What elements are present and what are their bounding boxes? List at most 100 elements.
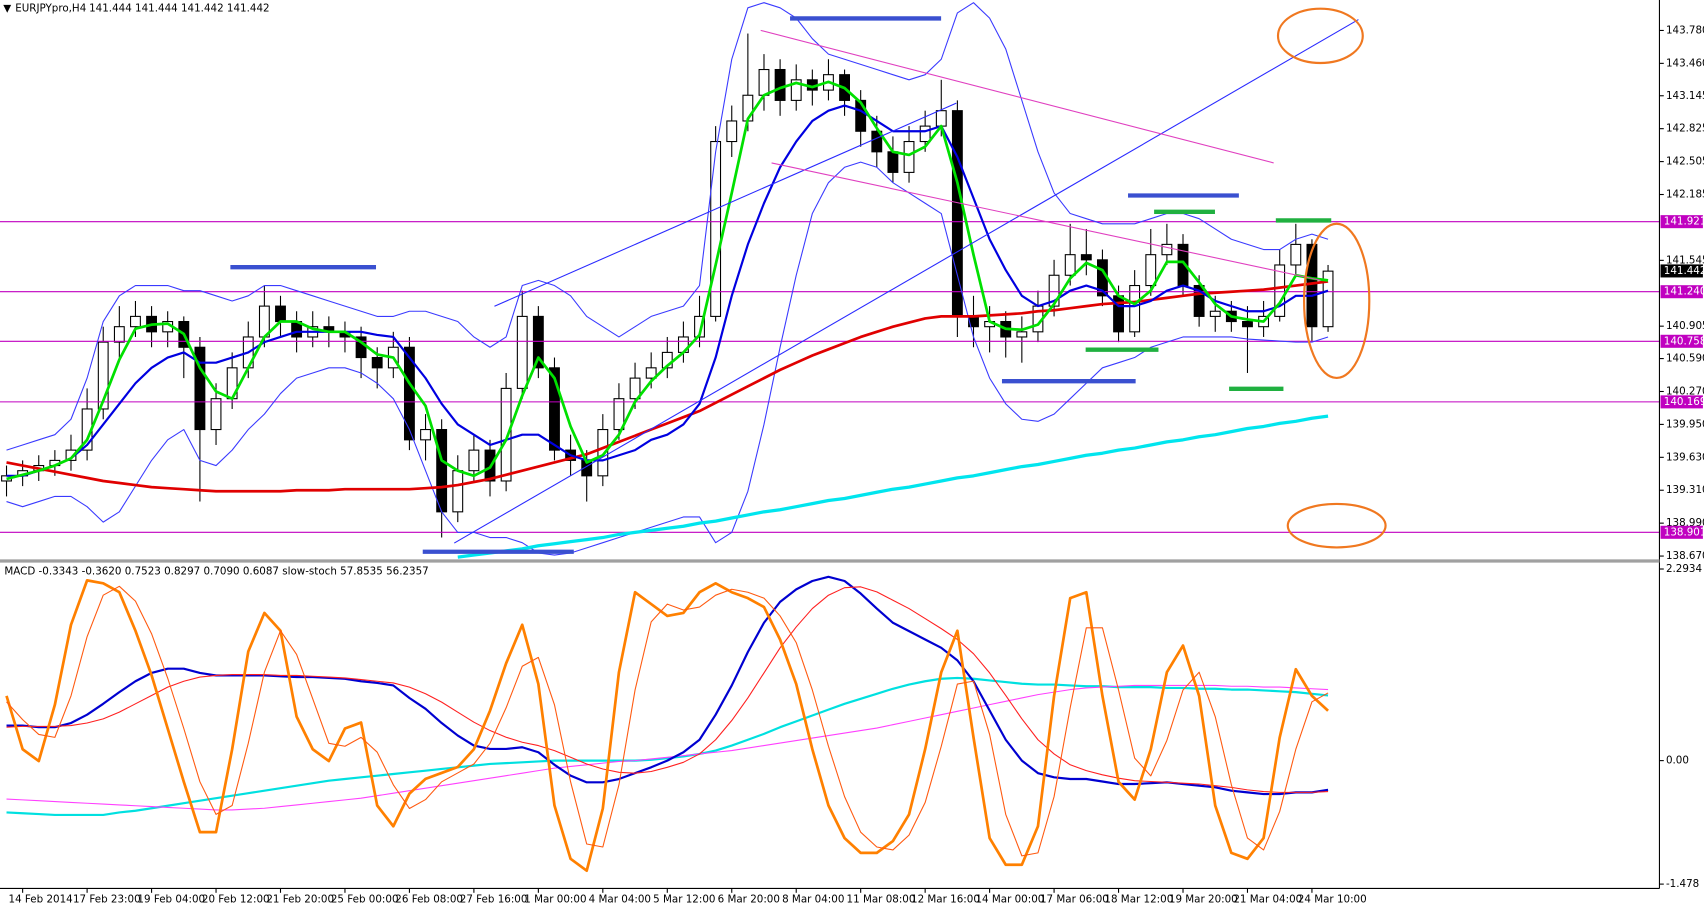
candle-body [597, 429, 609, 477]
candle-body [887, 151, 899, 173]
axes: 143.780 143.460 143.145 142.825 142.505 142.1… [9, 24, 1704, 905]
level-label: 141.240 [1664, 286, 1704, 298]
y-tick-label: 139.310 [1666, 484, 1704, 496]
candle-body [1209, 310, 1221, 317]
x-tick-label: 14 Mar 00:00 [975, 893, 1044, 905]
x-tick-label: 1 Mar 00:00 [524, 893, 586, 905]
candle-body [790, 79, 802, 101]
x-tick-label: 24 Mar 10:00 [1298, 893, 1367, 905]
symbol: EURJPYpro,H4 [15, 3, 86, 15]
candle-body [210, 398, 222, 431]
level-label: 140.758 [1664, 335, 1704, 347]
y-tick-label: 141.545 [1666, 254, 1704, 266]
indicator-line [6, 575, 1329, 796]
candle-body [871, 130, 883, 153]
x-tick-label: 18 Mar 12:00 [1104, 893, 1173, 905]
candle-body [694, 315, 705, 338]
y-tick-label: 139.950 [1666, 418, 1704, 430]
y-tick-label: 142.185 [1666, 189, 1704, 201]
trendline [494, 102, 957, 307]
y-tick-label: 143.145 [1666, 90, 1704, 102]
x-tick-label: 21 Mar 04:00 [1233, 893, 1302, 905]
highlight-ellipse [1286, 502, 1387, 549]
candle-body [436, 429, 448, 513]
highlight-ellipse [1276, 7, 1364, 65]
x-tick-label: 19 Mar 20:00 [1169, 893, 1238, 905]
indicator-line [6, 684, 1329, 811]
y-tick-label: 143.780 [1666, 24, 1704, 36]
candle-body [1145, 254, 1157, 287]
trendline [771, 162, 1321, 281]
indicator-line [5, 579, 1329, 873]
level-label-bg [1660, 334, 1703, 348]
x-tick-label: 26 Feb 08:00 [395, 893, 463, 905]
candle-body [549, 367, 560, 451]
axis-label-box: 141.240 [1660, 285, 1704, 299]
y-tick-label: 142.505 [1666, 156, 1704, 168]
level-label: 140.169 [1664, 396, 1704, 408]
y-tick-label: 143.460 [1666, 57, 1704, 69]
candle-body [1242, 320, 1253, 328]
candle-body [194, 346, 206, 431]
candle-body [645, 367, 657, 379]
y-tick-label: -1.478 [1666, 878, 1699, 890]
candle-body [371, 356, 383, 369]
candle-body [130, 315, 141, 328]
candle-body [532, 315, 544, 369]
x-tick-label: 25 Feb 00:00 [331, 893, 399, 905]
y-tick-label: 140.270 [1666, 385, 1704, 397]
x-tick-label: 20 Feb 12:00 [202, 893, 270, 905]
indicator-line [6, 585, 1329, 857]
macd-pane [5, 575, 1329, 873]
candle-body [97, 341, 109, 410]
x-tick-label: 11 Mar 08:00 [847, 893, 916, 905]
indicator-line [6, 80, 1329, 481]
candle-body [1306, 243, 1318, 328]
level-label-bg [1660, 215, 1703, 229]
candle-body [710, 140, 722, 317]
candle-body [403, 346, 415, 441]
highlight-ellipse [1302, 222, 1371, 380]
collapse-arrow: ▼ [3, 3, 11, 15]
y-tick-label: 142.825 [1666, 123, 1704, 135]
header: ▼ EURJPYpro,H4 141.444 141.444 141.442 1… [3, 3, 429, 578]
candle-body [613, 398, 625, 431]
indicator-line [6, 280, 1329, 493]
x-tick-label: 27 Feb 16:00 [460, 893, 528, 905]
x-tick-label: 8 Mar 04:00 [782, 893, 844, 905]
y-tick-label: 138.990 [1666, 517, 1704, 529]
candle-body [1322, 270, 1334, 328]
candle-body [758, 68, 770, 96]
axis-label-box: 140.169 [1660, 395, 1704, 409]
x-tick-label: 6 Mar 20:00 [718, 893, 780, 905]
candle-body [903, 140, 915, 173]
candle-body [629, 377, 641, 400]
main-pane [0, 2, 1660, 559]
candle-body [855, 99, 867, 132]
candle-body [1016, 331, 1028, 338]
indicator-header: MACD -0.3343 -0.3620 0.7523 0.8297 0.709… [4, 565, 428, 577]
last-price-label: 141.442 [1664, 265, 1704, 277]
axis-label-box: 138.901 [1660, 525, 1704, 539]
candle-body [919, 125, 931, 143]
axis-label-box: 141.442 [1660, 264, 1704, 278]
y-tick-label: 139.630 [1666, 451, 1704, 463]
candle-body [1080, 254, 1092, 261]
x-tick-label: 12 Mar 16:00 [911, 893, 980, 905]
pane-separator [0, 559, 1660, 563]
candle-body [468, 449, 480, 472]
y-tick-label: 2.2934 [1666, 563, 1702, 575]
last-price-bg [1660, 264, 1703, 278]
y-tick-label: 140.590 [1666, 353, 1704, 365]
y-tick-label: 0.00 [1666, 755, 1689, 767]
y-tick-label: 140.905 [1666, 320, 1704, 332]
level-label-bg [1660, 285, 1703, 299]
candle-body [1113, 295, 1124, 333]
candle-body [1161, 243, 1173, 256]
candle-body [113, 326, 125, 343]
indicator-line [6, 586, 1329, 793]
candle-body [452, 470, 464, 513]
x-tick-label: 14 Feb 2014 [9, 893, 73, 905]
